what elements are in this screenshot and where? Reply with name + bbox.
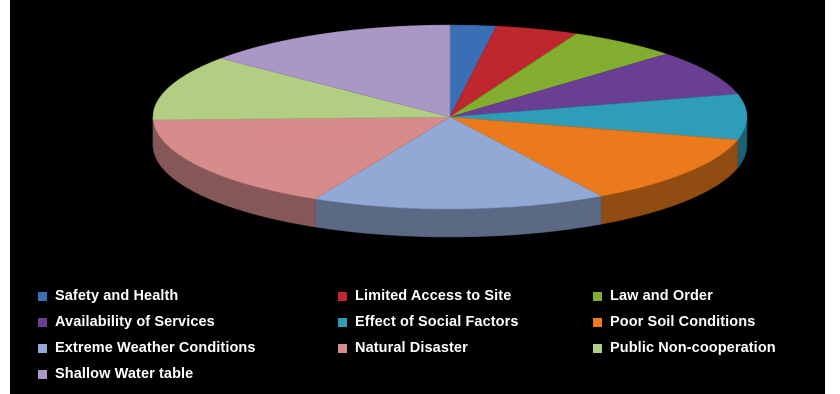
legend-swatch <box>593 317 602 327</box>
chart-area: Safety and Health Limited Access to Site L… <box>10 0 825 394</box>
pie-slices <box>152 24 748 210</box>
legend-item: Safety and Health <box>38 288 178 304</box>
legend-label: Natural Disaster <box>355 340 468 356</box>
legend-label: Public Non-cooperation <box>610 340 776 356</box>
pie-slice-5 <box>449 93 748 141</box>
legend-item: Limited Access to Site <box>338 288 511 304</box>
pie-slice-9 <box>152 58 451 121</box>
pie-slice-10 <box>220 24 451 118</box>
legend-item: Shallow Water table <box>38 366 193 382</box>
legend-swatch <box>38 291 47 301</box>
legend-swatch <box>338 317 347 327</box>
legend-label: Extreme Weather Conditions <box>55 340 256 356</box>
legend-swatch <box>38 317 47 327</box>
legend-item: Law and Order <box>593 288 713 304</box>
legend-label: Shallow Water table <box>55 366 194 382</box>
pie-slice-7 <box>314 116 603 210</box>
legend-item: Poor Soil Conditions <box>593 314 755 330</box>
pie-slice-6 <box>449 116 739 197</box>
legend-item: Extreme Weather Conditions <box>38 340 256 356</box>
legend-item: Public Non-cooperation <box>593 340 776 356</box>
legend-item: Availability of Services <box>38 314 215 330</box>
legend-label: Safety and Health <box>55 288 179 304</box>
legend-item: Natural Disaster <box>338 340 468 356</box>
legend-swatch <box>38 369 47 379</box>
pie-chart <box>152 24 748 238</box>
legend-label: Limited Access to Site <box>355 288 512 304</box>
legend-label: Effect of Social Factors <box>355 314 519 330</box>
legend-swatch <box>338 291 347 301</box>
pie-slice-4 <box>449 53 739 118</box>
legend-item: Effect of Social Factors <box>338 314 519 330</box>
legend-label: Law and Order <box>610 288 713 304</box>
legend-label: Poor Soil Conditions <box>610 314 756 330</box>
legend-swatch <box>338 343 347 353</box>
legend-label: Availability of Services <box>55 314 215 330</box>
legend-swatch <box>593 291 602 301</box>
legend-swatch <box>593 343 602 353</box>
pie-slice-8 <box>152 116 452 200</box>
legend-swatch <box>38 343 47 353</box>
